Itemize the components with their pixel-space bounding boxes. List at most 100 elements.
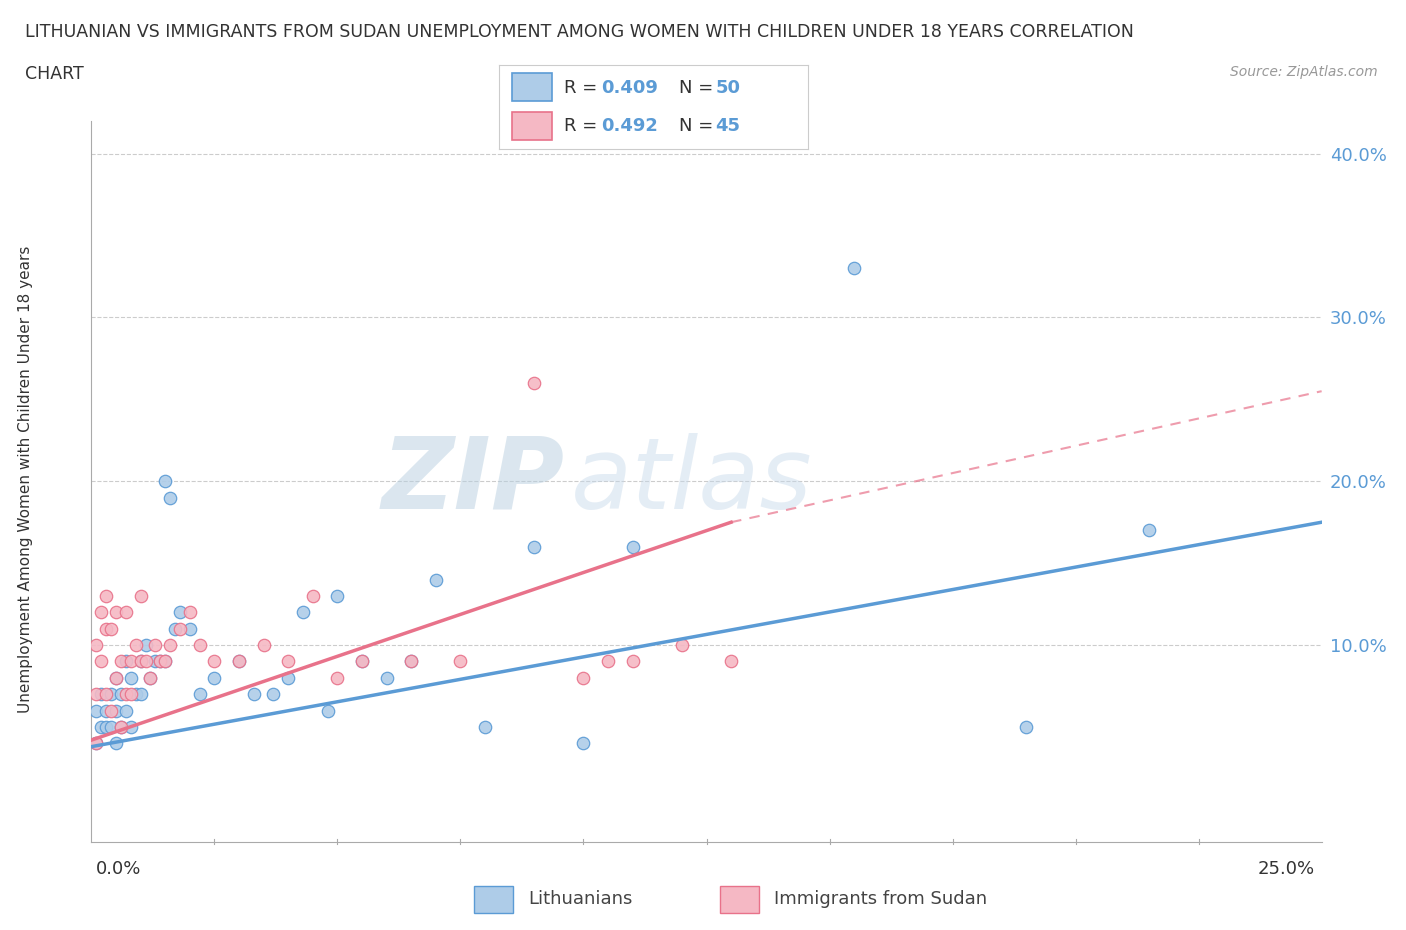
Text: CHART: CHART	[25, 65, 84, 83]
Point	[96, 589, 117, 604]
Text: 50: 50	[716, 79, 741, 97]
Point	[179, 604, 201, 619]
Point	[100, 686, 122, 701]
Point	[100, 703, 122, 718]
Point	[90, 604, 112, 619]
Text: 25.0%: 25.0%	[1257, 860, 1315, 878]
Point	[139, 671, 162, 685]
Point	[572, 736, 595, 751]
Text: atlas: atlas	[571, 432, 813, 530]
Point	[129, 686, 152, 701]
Point	[159, 638, 181, 653]
Text: 0.0%: 0.0%	[96, 860, 141, 878]
Point	[523, 376, 546, 391]
Point	[120, 686, 142, 701]
Point	[86, 736, 108, 751]
Text: 0.492: 0.492	[602, 117, 658, 135]
Point	[1015, 720, 1038, 735]
Point	[110, 654, 132, 669]
Text: LITHUANIAN VS IMMIGRANTS FROM SUDAN UNEMPLOYMENT AMONG WOMEN WITH CHILDREN UNDER: LITHUANIAN VS IMMIGRANTS FROM SUDAN UNEM…	[25, 23, 1135, 41]
Point	[179, 621, 201, 636]
Point	[671, 638, 693, 653]
Point	[188, 638, 211, 653]
Point	[291, 604, 314, 619]
Point	[326, 671, 349, 685]
Point	[277, 654, 299, 669]
Point	[135, 638, 156, 653]
Point	[129, 654, 152, 669]
Point	[105, 736, 127, 751]
Text: R =: R =	[564, 117, 603, 135]
Point	[169, 621, 191, 636]
Point	[145, 638, 166, 653]
Point	[474, 720, 496, 735]
Point	[105, 671, 127, 685]
Point	[621, 539, 644, 554]
Point	[139, 671, 162, 685]
Point	[86, 703, 108, 718]
Point	[90, 720, 112, 735]
Point	[90, 686, 112, 701]
Point	[301, 589, 323, 604]
Point	[842, 261, 865, 276]
Point	[399, 654, 422, 669]
Text: N =: N =	[679, 79, 718, 97]
Point	[124, 638, 146, 653]
Point	[120, 654, 142, 669]
Text: R =: R =	[564, 79, 603, 97]
Point	[120, 720, 142, 735]
Point	[169, 604, 191, 619]
Point	[86, 638, 108, 653]
FancyBboxPatch shape	[512, 112, 551, 140]
Point	[96, 621, 117, 636]
FancyBboxPatch shape	[512, 73, 551, 101]
Point	[145, 654, 166, 669]
Text: Immigrants from Sudan: Immigrants from Sudan	[773, 890, 987, 909]
Point	[242, 686, 264, 701]
Point	[100, 720, 122, 735]
Point	[153, 654, 177, 669]
Point	[399, 654, 422, 669]
Point	[720, 654, 742, 669]
Point	[135, 654, 156, 669]
Text: Source: ZipAtlas.com: Source: ZipAtlas.com	[1230, 65, 1378, 79]
Point	[188, 686, 211, 701]
Point	[202, 671, 225, 685]
Point	[326, 589, 349, 604]
Text: Unemployment Among Women with Children Under 18 years: Unemployment Among Women with Children U…	[18, 246, 32, 712]
Point	[352, 654, 374, 669]
Point	[149, 654, 172, 669]
Point	[449, 654, 471, 669]
Point	[149, 654, 172, 669]
Point	[375, 671, 398, 685]
Point	[253, 638, 276, 653]
Point	[114, 703, 138, 718]
Point	[110, 720, 132, 735]
Point	[105, 703, 127, 718]
Point	[120, 671, 142, 685]
Point	[1139, 523, 1161, 538]
Point	[86, 736, 108, 751]
Point	[114, 686, 138, 701]
Point	[523, 539, 546, 554]
Point	[90, 654, 112, 669]
Point	[129, 589, 152, 604]
Point	[572, 671, 595, 685]
Point	[110, 720, 132, 735]
Text: 45: 45	[716, 117, 741, 135]
Point	[316, 703, 339, 718]
Point	[202, 654, 225, 669]
Point	[96, 703, 117, 718]
Point	[596, 654, 619, 669]
Point	[105, 604, 127, 619]
Point	[277, 671, 299, 685]
Point	[159, 490, 181, 505]
Point	[621, 654, 644, 669]
Point	[114, 604, 138, 619]
Point	[124, 686, 146, 701]
Point	[86, 686, 108, 701]
Point	[153, 474, 177, 489]
Point	[262, 686, 284, 701]
Text: 0.409: 0.409	[602, 79, 658, 97]
Point	[105, 671, 127, 685]
